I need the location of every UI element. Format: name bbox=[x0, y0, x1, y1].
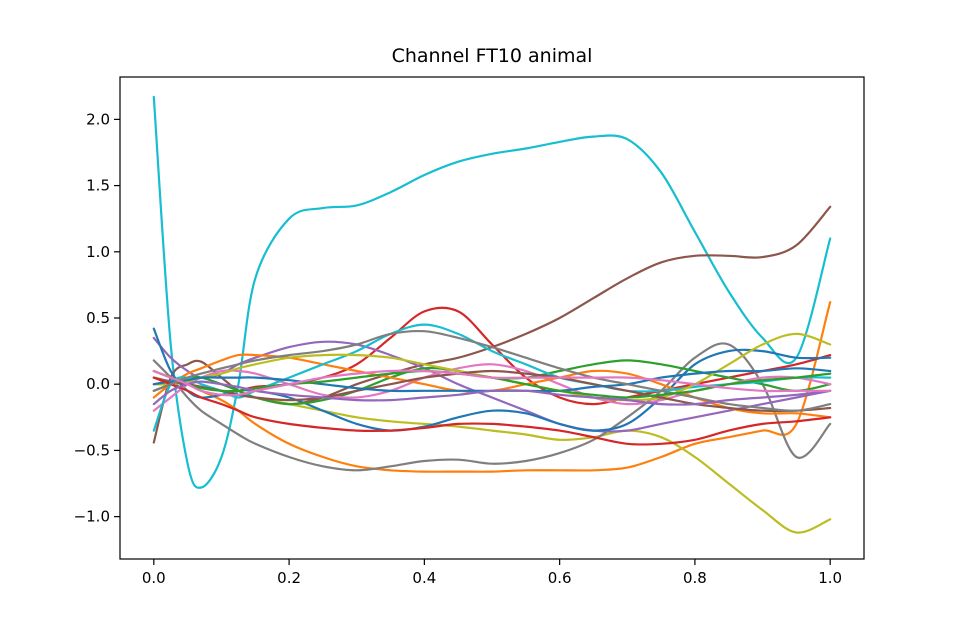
x-tick-label: 0.0 bbox=[142, 569, 166, 587]
y-tick-label: 1.5 bbox=[86, 177, 110, 195]
y-tick-label: 0.5 bbox=[86, 309, 110, 327]
x-tick-label: 0.4 bbox=[412, 569, 436, 587]
series-line-18 bbox=[152, 369, 832, 399]
series-line-6 bbox=[152, 342, 832, 472]
series-line-13 bbox=[152, 332, 832, 402]
y-tick-label: −0.5 bbox=[74, 441, 110, 459]
x-tick-label: 0.6 bbox=[548, 569, 572, 587]
plot-frame bbox=[119, 76, 865, 560]
series-line-17 bbox=[152, 329, 832, 412]
series-line-3 bbox=[152, 301, 832, 473]
y-axis: −1.0 −0.5 0.0 0.5 1.0 1.5 2.0 bbox=[74, 110, 120, 526]
series-line-1 bbox=[152, 95, 832, 489]
y-tick-label: 1.0 bbox=[86, 243, 110, 261]
y-tick-label: 0.0 bbox=[86, 375, 110, 393]
x-tick-label: 1.0 bbox=[818, 569, 842, 587]
series-line-19 bbox=[152, 380, 832, 406]
y-tick-label: −1.0 bbox=[74, 508, 110, 526]
y-tick-label: 2.0 bbox=[86, 110, 110, 128]
series-line-15 bbox=[152, 367, 832, 393]
series-layer bbox=[152, 95, 832, 534]
chart-title: Channel FT10 animal bbox=[392, 45, 593, 67]
series-line-20 bbox=[152, 369, 832, 397]
x-tick-label: 0.2 bbox=[277, 569, 301, 587]
x-axis: 0.0 0.2 0.4 0.6 0.8 1.0 bbox=[142, 559, 842, 587]
x-tick-label: 0.8 bbox=[683, 569, 707, 587]
series-line-16 bbox=[152, 376, 832, 446]
